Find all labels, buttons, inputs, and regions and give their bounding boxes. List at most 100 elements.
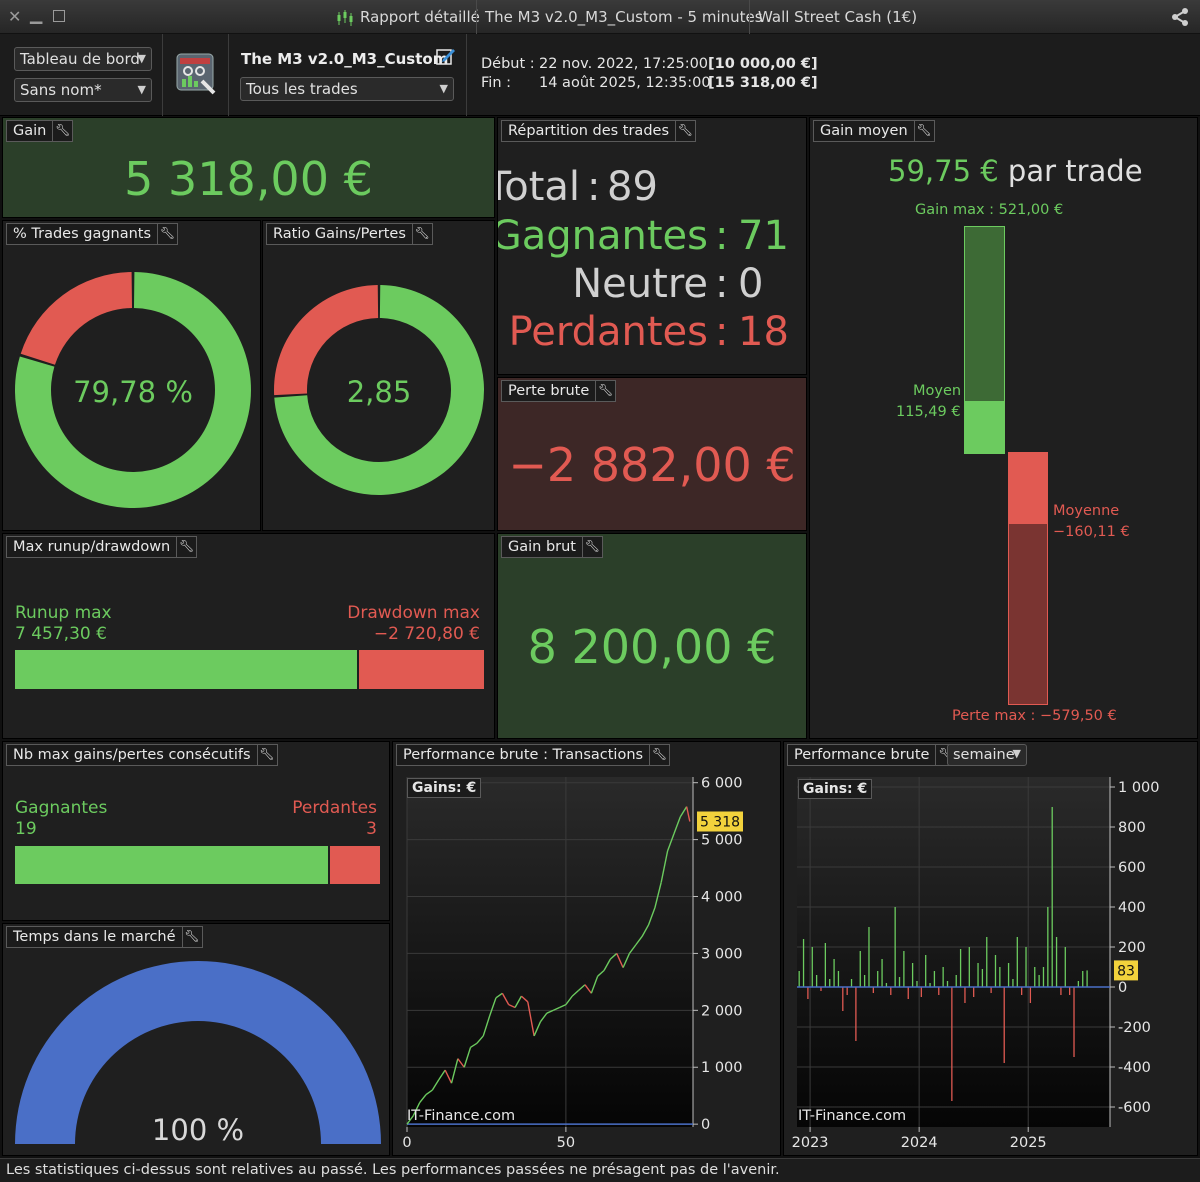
y-tick-label: 400 — [1118, 900, 1146, 916]
minimize-icon[interactable]: ▁ — [30, 5, 43, 24]
y-tick-label: 1 000 — [1118, 780, 1160, 796]
share-icon[interactable] — [1170, 7, 1190, 31]
y-tick-label: -600 — [1118, 1100, 1151, 1116]
time-in-market-panel: Temps dans le marché 🔧︎ 100 % — [2, 923, 390, 1156]
average-loss-label: Moyenne — [1053, 503, 1120, 519]
equity-segment — [476, 1035, 484, 1044]
chevron-down-icon: ▼ — [137, 83, 146, 96]
wrench-icon[interactable]: 🔧︎ — [411, 223, 432, 245]
consecutive-panel: Nb max gains/pertes consécutifs 🔧︎ Gagnan… — [2, 741, 390, 921]
candlestick-icon — [336, 9, 354, 31]
edit-icon[interactable] — [436, 46, 456, 70]
panel-title: Temps dans le marché 🔧︎ — [6, 926, 203, 948]
gain-loss-ratio-panel: Ratio Gains/Pertes 🔧︎ 2,85 — [262, 220, 495, 531]
average-gain-value: 59,75 € — [888, 154, 999, 188]
equity-segment — [641, 924, 650, 937]
y-tick-label: 4 000 — [701, 890, 743, 906]
donut-win-segment — [274, 285, 484, 495]
y-tick-label: 2 000 — [701, 1003, 743, 1019]
trades-filter-value: Tous les trades — [246, 80, 358, 98]
wrench-icon[interactable]: 🔧︎ — [675, 120, 695, 142]
max-gain-bar — [964, 226, 1005, 402]
panel-title: Max runup/drawdown 🔧︎ — [6, 536, 198, 558]
equity-segment — [431, 1079, 440, 1091]
y-tick-label: 6 000 — [701, 776, 743, 792]
wrench-icon[interactable]: 🔧︎ — [176, 536, 196, 558]
divider — [228, 34, 229, 116]
panel-title-text: Gain moyen — [820, 123, 908, 139]
y-tick-label: 0 — [701, 1117, 710, 1133]
x-tick-label: 2023 — [792, 1135, 829, 1151]
panel-title: Répartition des trades 🔧︎ — [501, 120, 696, 142]
ratio-value: 2,85 — [347, 375, 412, 409]
panel-title-text: Gain brut — [508, 539, 576, 555]
x-tick-label: 50 — [557, 1135, 575, 1151]
losing-count: 18 — [738, 309, 789, 355]
runup-value: 7 457,30 € — [15, 624, 107, 644]
last-value-badge — [1114, 960, 1138, 981]
total-label: Total — [498, 164, 580, 210]
tab-detailed-report[interactable]: Rapport détaillé — [360, 8, 480, 26]
wrench-icon[interactable]: 🔧︎ — [52, 120, 72, 142]
separator: : — [715, 213, 729, 259]
dashboard-select-value: Tableau de bord — [20, 50, 140, 68]
average-win-label: Moyen — [913, 383, 962, 399]
equity-segment — [457, 1058, 465, 1068]
equity-segment — [508, 1004, 516, 1009]
chevron-down-icon: ▼ — [137, 52, 146, 65]
dashboard-select[interactable]: Tableau de bord ▼ — [14, 47, 152, 71]
equity-segment — [482, 1015, 491, 1037]
equity-segment — [425, 1089, 433, 1096]
panel-title: Gain brut 🔧︎ — [501, 536, 603, 558]
wrench-icon[interactable]: 🔧︎ — [181, 926, 202, 948]
tab-strategy[interactable]: The M3 v2.0_M3_Custom - 5 minutes — [476, 0, 771, 34]
name-select[interactable]: Sans nom* ▼ — [14, 78, 152, 102]
wrench-icon[interactable]: 🔧︎ — [649, 744, 669, 766]
plot-area — [407, 777, 693, 1127]
donut-rings — [14, 272, 252, 508]
equity-segment — [470, 1042, 478, 1048]
close-icon[interactable]: ✕ — [8, 7, 22, 26]
equity-segment — [406, 1115, 414, 1125]
equity-segment — [527, 1001, 535, 1037]
wrench-icon[interactable]: 🔧︎ — [256, 744, 277, 766]
equity-segment — [660, 850, 669, 883]
wrench-icon[interactable]: 🔧︎ — [582, 536, 602, 558]
equity-segment — [552, 1006, 560, 1011]
equity-segment — [578, 984, 586, 991]
losing-label: Perdantes — [508, 309, 708, 355]
panel-title-text: Performance brute : Transactions — [403, 747, 644, 763]
gain-value: 5 318,00 € — [124, 152, 373, 206]
max-loss-label: Perte max : −579,50 € — [952, 708, 1117, 724]
equity-segment — [609, 952, 618, 960]
ratio-donut: 2,85 — [274, 285, 484, 495]
wrench-icon[interactable]: 🔧︎ — [913, 120, 934, 142]
panel-title: Nb max gains/pertes consécutifs 🔧︎ — [6, 744, 278, 766]
period-select[interactable]: semaine ▼ — [947, 744, 1027, 766]
wrench-icon[interactable]: 🔧︎ — [157, 223, 177, 245]
max-gain-label: Gain max : 521,00 € — [915, 202, 1064, 218]
equity-segment — [597, 969, 605, 977]
equity-segment — [622, 953, 631, 968]
end-date: 14 août 2025, 12:35:00 — [539, 75, 711, 91]
x-tick-label: 2025 — [1010, 1135, 1047, 1151]
tab-market[interactable]: Wall Street Cash (1€) — [749, 0, 925, 34]
average-loss-bar — [1008, 452, 1048, 523]
average-gain-suffix: par trade — [1007, 154, 1143, 188]
start-label: Début : — [481, 56, 535, 72]
equity-segment — [673, 816, 681, 835]
consecutive-win-value: 19 — [15, 819, 37, 839]
equity-segment — [647, 907, 656, 926]
wrench-icon[interactable]: 🔧︎ — [595, 380, 615, 402]
gain-panel: Gain 🔧︎ 5 318,00 € — [2, 117, 495, 218]
average-loss-value: −160,11 € — [1053, 524, 1130, 540]
maximize-icon[interactable] — [53, 10, 65, 22]
equity-segment — [628, 944, 637, 954]
runup-bar — [15, 650, 359, 689]
equity-segment — [559, 1004, 567, 1009]
donut-win-segment — [14, 272, 252, 508]
trades-filter-select[interactable]: Tous les trades ▼ — [240, 77, 454, 101]
average-gain-line: 59,75 € par trade — [888, 154, 1143, 188]
chevron-down-icon: ▼ — [439, 82, 448, 95]
dashboard-settings-icon[interactable] — [176, 51, 218, 95]
